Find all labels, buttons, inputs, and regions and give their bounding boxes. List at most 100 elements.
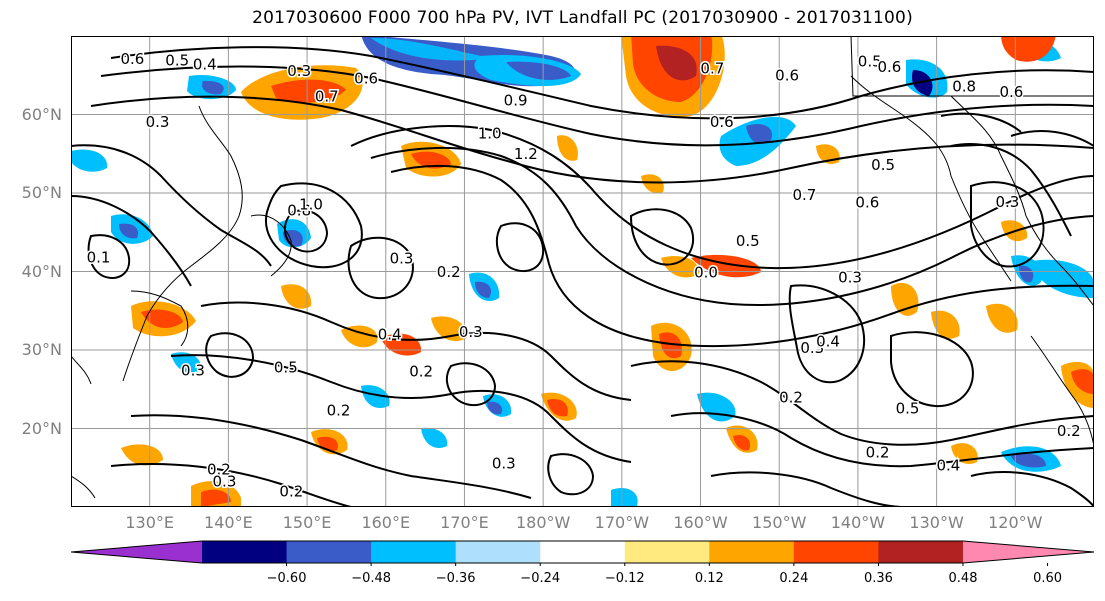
contour-label: 0.2 xyxy=(207,461,231,479)
contour-label: 0.2 xyxy=(327,402,351,420)
neg-anomaly xyxy=(1031,259,1094,298)
ivt-contours xyxy=(71,46,1094,507)
colorbar-tick-label: −0.24 xyxy=(520,571,561,586)
colorbar-tick-label: −0.12 xyxy=(604,571,645,586)
contour-label: 0.6 xyxy=(775,67,799,85)
contour-label: 0.6 xyxy=(120,50,144,68)
pos-anomaly xyxy=(557,135,578,161)
pos-anomaly xyxy=(733,434,751,451)
pos-anomaly xyxy=(201,489,231,507)
colorbar-tick-label: 0.48 xyxy=(948,571,978,586)
contour-label: 0.6 xyxy=(354,70,378,88)
neg-anomaly xyxy=(202,80,224,95)
pos-anomaly xyxy=(1071,369,1094,394)
contour-label: 0.4 xyxy=(193,56,217,74)
contour-label: 1.0 xyxy=(299,195,323,213)
colorbar-segment xyxy=(202,541,288,563)
neg-anomaly xyxy=(911,70,933,96)
contour-label: 0.7 xyxy=(315,88,339,106)
contour-label: 0.0 xyxy=(694,264,718,282)
contour-label: 0.4 xyxy=(378,326,402,344)
colorbar-segment xyxy=(286,541,372,563)
contour-label: 0.2 xyxy=(437,263,461,281)
pos-anomaly xyxy=(656,45,697,81)
contour-label: 0.3 xyxy=(492,454,516,472)
lat-label: 60°N xyxy=(21,104,62,124)
contour-label: 0.5 xyxy=(896,399,920,417)
pos-anomaly xyxy=(661,255,700,278)
colorbar-tick-label: −0.60 xyxy=(266,571,307,586)
lon-label: 160°E xyxy=(361,513,411,532)
contour-label: 0.9 xyxy=(504,92,528,110)
contour-label: 0.3 xyxy=(287,62,311,80)
contour-labels: 0.6 0.5 0.40.30.30.70.60.91.01.20.7 0.60.50… xyxy=(85,49,1082,503)
contour-label: 0.3 xyxy=(800,339,824,357)
colorbar-tick-label: 0.12 xyxy=(694,571,724,586)
neg-anomaly xyxy=(746,124,772,144)
colorbar-segment xyxy=(624,541,710,563)
contour-label: 0.3 xyxy=(146,113,170,131)
contour-label: 0.5 xyxy=(736,232,760,250)
contour-label: 1.2 xyxy=(514,145,538,163)
contour-label: 0.6 xyxy=(855,194,879,212)
colorbar-segment xyxy=(540,541,626,563)
colorbar-segment xyxy=(963,541,1094,563)
contour-label: 0.4 xyxy=(816,333,840,351)
neg-anomaly xyxy=(1019,265,1034,283)
colorbar-tick-label: 0.60 xyxy=(1033,571,1063,586)
map-canvas: 0.6 0.5 0.40.30.30.70.60.91.01.20.7 0.60.50… xyxy=(71,36,1094,507)
contour-label: 0.2 xyxy=(866,443,890,461)
lon-label: 130°W xyxy=(909,513,964,532)
pos-anomaly xyxy=(659,332,682,359)
colorbar-segment xyxy=(878,541,964,563)
lon-label: 150°W xyxy=(752,513,807,532)
pos-anomaly xyxy=(341,325,378,348)
pos-anomaly xyxy=(411,151,451,169)
contour-label: 0.2 xyxy=(409,362,433,380)
lon-label: 170°E xyxy=(440,513,489,532)
neg-anomaly xyxy=(119,223,139,239)
contour-label: 0.3 xyxy=(181,362,205,380)
lon-label: 120°W xyxy=(988,513,1043,532)
contour-label: 0.5 xyxy=(165,52,189,70)
contour-label: 0.1 xyxy=(87,249,111,267)
neg-anomaly xyxy=(475,281,492,298)
lat-label: 50°N xyxy=(21,183,62,202)
contour-label: 0.6 xyxy=(877,58,901,76)
contour-label: 0.6 xyxy=(999,83,1023,101)
map-title: 2017030600 F000 700 hPa PV, IVT Landfall… xyxy=(252,8,913,28)
contour-label: 0.5 xyxy=(858,52,882,70)
contour-label: 0.8 xyxy=(287,202,311,220)
graticule xyxy=(71,36,1094,507)
contour-label: 0.3 xyxy=(996,193,1020,211)
lon-label: 140°E xyxy=(204,513,253,532)
neg-anomaly xyxy=(1011,453,1046,468)
lat-label: 40°N xyxy=(21,261,62,281)
pos-anomaly xyxy=(1001,36,1056,62)
neg-anomaly xyxy=(361,385,390,408)
pos-anomaly xyxy=(931,310,960,339)
lon-label: 150°E xyxy=(282,513,332,532)
lon-label: 170°W xyxy=(594,513,650,532)
contour-label: 0.5 xyxy=(274,359,298,377)
neg-anomaly xyxy=(611,487,638,506)
contour-label: 0.3 xyxy=(390,249,414,267)
contour-label: 0.2 xyxy=(1057,422,1081,440)
colorbar xyxy=(70,540,1095,566)
contour-label: 0.7 xyxy=(700,59,724,77)
neg-anomaly xyxy=(421,427,448,448)
contour-label: 0.3 xyxy=(838,268,862,286)
colorbar-segment xyxy=(71,541,202,563)
contour-label: 0.6 xyxy=(710,113,734,131)
pos-anomaly xyxy=(141,309,183,328)
contour-label: 0.3 xyxy=(213,472,237,490)
contour-label: 0.2 xyxy=(779,388,803,406)
colorbar-tick-label: −0.36 xyxy=(435,571,476,586)
colorbar-tick-label: 0.24 xyxy=(779,571,809,586)
lat-label: 20°N xyxy=(21,418,62,438)
lat-label: 30°N xyxy=(21,340,62,359)
colorbar-segment xyxy=(371,541,457,563)
colorbar-tick-label: −0.48 xyxy=(351,571,392,586)
lon-label: 140°W xyxy=(830,513,886,532)
contour-label: 0.4 xyxy=(936,457,960,475)
